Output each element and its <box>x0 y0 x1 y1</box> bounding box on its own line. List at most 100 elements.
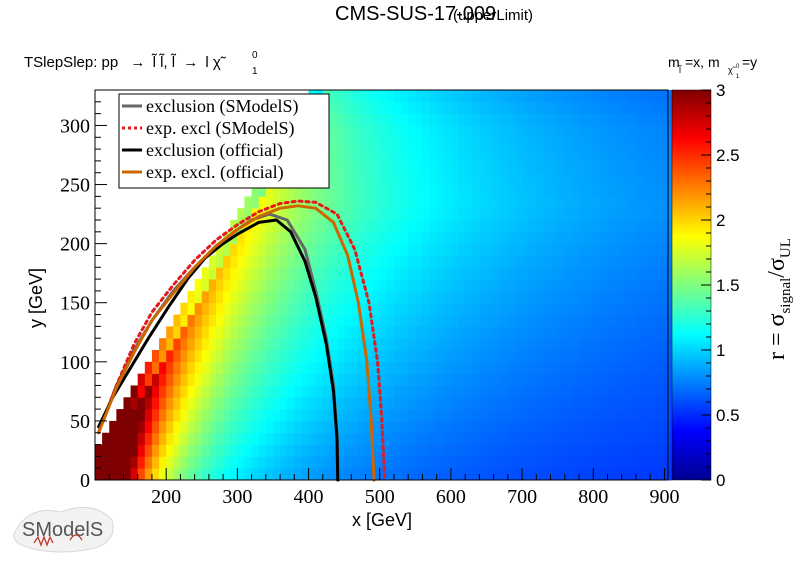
heatmap-cell <box>522 290 530 304</box>
heatmap-cell <box>579 255 587 268</box>
heatmap-cell <box>372 444 381 457</box>
heatmap-cell <box>443 149 452 162</box>
heatmap-cell <box>408 208 416 221</box>
heatmap-cell <box>422 373 430 386</box>
mass-note-mid-sub: χ̃ <box>728 65 737 75</box>
heatmap-cell <box>657 125 665 138</box>
heatmap-cell <box>635 326 644 339</box>
heatmap-cell <box>393 137 402 150</box>
heatmap-cell <box>265 243 274 256</box>
heatmap-cell <box>571 101 580 115</box>
heatmap-cell <box>514 338 523 351</box>
heatmap-cell <box>643 149 651 162</box>
heatmap-cell <box>657 172 665 185</box>
heatmap-cell <box>351 184 359 197</box>
mass-note-left-sub: l̃ <box>678 64 683 75</box>
heatmap-cell <box>557 243 566 256</box>
heatmap-cell <box>486 255 495 268</box>
heatmap-cell <box>586 409 594 422</box>
heatmap-cell <box>522 172 530 185</box>
heatmap-cell <box>450 326 459 339</box>
heatmap-cell <box>393 290 402 304</box>
heatmap-cell <box>408 350 416 363</box>
heatmap-cell <box>337 101 345 115</box>
mass-note-right: =y <box>742 54 757 70</box>
heatmap-cell <box>280 338 288 351</box>
heatmap-cell <box>443 101 452 115</box>
heatmap-cell <box>351 90 359 103</box>
heatmap-cell <box>329 338 338 351</box>
heatmap-cell <box>379 267 388 280</box>
heatmap-cell <box>443 456 452 469</box>
heatmap-cell <box>365 172 374 185</box>
heatmap-cell <box>593 302 601 315</box>
heatmap-cell <box>294 468 302 481</box>
heatmap-cell <box>329 456 338 469</box>
heatmap-cell <box>621 290 630 304</box>
heatmap-cell <box>564 385 573 398</box>
heatmap-cell <box>557 149 566 162</box>
heatmap-cell <box>251 350 260 363</box>
heatmap-cell <box>137 420 146 434</box>
heatmap-cell <box>564 302 573 315</box>
heatmap-cell <box>372 208 381 221</box>
heatmap-cell <box>643 314 651 327</box>
heatmap-cell <box>351 302 359 315</box>
heatmap-cell <box>500 255 509 268</box>
heatmap-cell <box>415 385 423 398</box>
heatmap-cell <box>458 373 466 386</box>
heatmap-cell <box>315 243 324 256</box>
heatmap-cell <box>600 444 608 457</box>
heatmap-cell <box>365 113 374 126</box>
heatmap-cell <box>401 338 409 351</box>
heatmap-cell <box>344 172 352 185</box>
heatmap-cell <box>337 338 345 351</box>
heatmap-cell <box>393 397 402 410</box>
heatmap-cell <box>472 160 480 174</box>
heatmap-cell <box>244 208 252 221</box>
heatmap-cell <box>280 184 288 197</box>
heatmap-cell <box>315 420 324 434</box>
heatmap-cell <box>493 243 502 256</box>
heatmap-cell <box>571 468 580 481</box>
heatmap-cell <box>166 338 174 351</box>
plot-frame <box>94 89 669 481</box>
heatmap-cell <box>522 208 530 221</box>
heatmap-cell <box>486 409 495 422</box>
heatmap-cell <box>571 196 580 209</box>
heatmap-cell <box>436 385 445 398</box>
heatmap-cell <box>514 409 523 422</box>
heatmap-cell <box>571 149 580 162</box>
heatmap-cell <box>593 172 601 185</box>
heatmap-cell <box>386 361 395 375</box>
heatmap-cell <box>522 302 530 315</box>
heatmap-cell <box>635 137 644 150</box>
heatmap-cell <box>393 255 402 268</box>
heatmap-cell <box>230 468 238 481</box>
heatmap-cell <box>614 302 623 315</box>
heatmap-cell <box>643 361 651 375</box>
heatmap-cell <box>529 290 537 304</box>
heatmap-cell <box>557 113 566 126</box>
heatmap-cell <box>251 338 260 351</box>
heatmap-cell <box>351 432 359 445</box>
heatmap-cell <box>514 231 523 245</box>
heatmap-cell <box>386 149 395 162</box>
heatmap-cell <box>571 243 580 256</box>
heatmap-cell <box>315 338 324 351</box>
heatmap-cell <box>579 208 587 221</box>
heatmap-cell <box>564 267 573 280</box>
heatmap-cell <box>557 385 566 398</box>
heatmap-cell <box>643 90 651 103</box>
heatmap-cell <box>543 468 551 481</box>
heatmap-cell <box>265 409 274 422</box>
heatmap-cell <box>550 373 559 386</box>
heatmap-cell <box>479 338 487 351</box>
heatmap-cell <box>522 90 530 103</box>
heatmap-cell <box>322 279 331 292</box>
heatmap-cell <box>479 432 487 445</box>
heatmap-cell <box>301 385 309 398</box>
heatmap-cell <box>643 350 651 363</box>
heatmap-cell <box>365 432 374 445</box>
